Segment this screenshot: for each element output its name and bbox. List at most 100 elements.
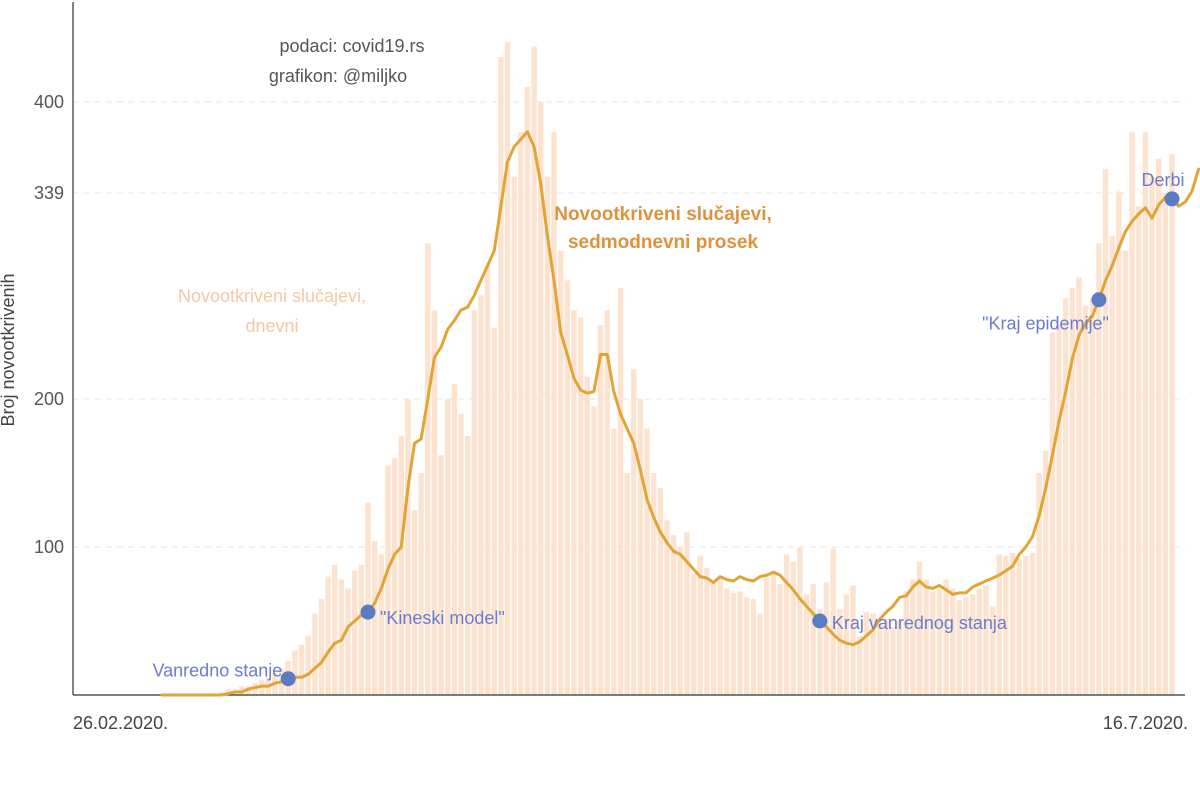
daily-bar [876,623,883,695]
daily-bar [1169,154,1175,695]
daily-bar [405,399,411,695]
daily-bar [298,644,305,695]
x-start-date: 26.02.2020. [73,713,168,733]
credit-chart: grafikon: @miljko [269,66,407,86]
daily-bar [371,541,378,695]
daily-bar [444,399,451,695]
daily-bar [923,579,929,695]
event-marker [1091,292,1107,308]
daily-bar [385,465,391,695]
daily-bar [524,87,531,695]
seven-day-average-line [160,130,1200,697]
daily-bar [710,582,717,695]
daily-bar [737,591,743,695]
daily-bar [391,458,398,695]
daily-bar [458,413,464,695]
daily-bar [438,455,444,695]
series-label-daily-line1: Novootkriveni slučajevi, [178,286,366,306]
daily-bar [763,576,770,695]
daily-bar [724,588,730,695]
daily-bar [896,621,903,695]
daily-bar [498,57,504,695]
daily-bar [591,406,597,695]
daily-bar [704,567,710,695]
daily-bar [1009,552,1016,695]
series-label-average-line2: sedmodnevni prosek [568,232,758,253]
event-marker [1164,191,1180,207]
daily-bar [1109,235,1115,695]
daily-bar [1049,332,1056,695]
daily-bar [870,613,876,695]
daily-bar [478,295,484,695]
credit-data: podaci: covid19.rs [279,36,424,56]
event-marker [812,613,828,629]
daily-bar [883,618,890,695]
daily-bar [631,369,637,695]
daily-bar [597,324,604,695]
series-label-daily-line2: dnevni [245,316,298,336]
daily-bar [1029,552,1036,695]
daily-bar [983,585,989,695]
daily-bar [1076,277,1082,695]
daily-bar [770,570,777,695]
daily-bar [684,532,690,695]
daily-bar [1136,206,1142,695]
daily-bar [863,612,870,695]
daily-bar [544,176,551,696]
daily-bar [624,473,630,695]
daily-bar [425,243,431,695]
daily-bar [1062,298,1069,695]
daily-bar [677,547,684,695]
daily-bar [531,46,537,695]
daily-bar [1082,305,1089,695]
daily-bar [797,547,803,695]
y-tick-label: 400 [34,92,64,112]
y-axis-label: Broj novootkrivenih [0,273,18,426]
daily-bar [930,591,936,695]
daily-bar [318,598,325,695]
daily-bar [1023,555,1029,695]
daily-bar [996,554,1002,695]
y-tick-label: 200 [34,389,64,409]
daily-bar [1162,193,1169,695]
daily-bar [750,598,757,695]
daily-bar [650,473,657,695]
series-label-daily: Novootkriveni slučajevi, dnevni [178,286,366,336]
daily-bar [910,579,916,695]
daily-bar [358,564,365,695]
daily-bar [744,597,750,695]
daily-bar [1116,191,1122,696]
x-end-date: 16.7.2020. [1103,713,1188,733]
daily-bar [491,327,497,695]
daily-bar [670,535,677,695]
daily-bar [1155,158,1162,695]
daily-bar [451,384,458,695]
daily-bar [976,588,983,695]
daily-bar [1096,243,1102,695]
daily-bar [1069,287,1076,695]
event-label: "Kraj epidemije" [982,314,1109,334]
event-label: Vanredno stanje [152,661,282,681]
y-tick-labels: 100 200 339 400 [34,92,64,557]
daily-bar [850,585,856,695]
axes [72,2,1185,696]
daily-bar [1149,176,1155,696]
daily-bar [837,609,843,695]
daily-bar [783,554,790,695]
daily-bar [1142,131,1149,695]
daily-bar [856,635,863,695]
daily-bar [1043,450,1049,695]
daily-bar [963,597,969,695]
event-label: "Kineski model" [380,608,505,628]
daily-bar [305,635,311,695]
daily-bar [664,520,670,695]
daily-bar [1122,250,1129,695]
daily-bar [1016,558,1022,695]
daily-bar [431,310,438,695]
daily-bar [989,606,996,695]
daily-bar [1003,555,1009,695]
daily-bar [657,487,664,695]
daily-bar [1036,473,1042,695]
daily-bar [644,428,650,695]
daily-bar [538,102,544,695]
